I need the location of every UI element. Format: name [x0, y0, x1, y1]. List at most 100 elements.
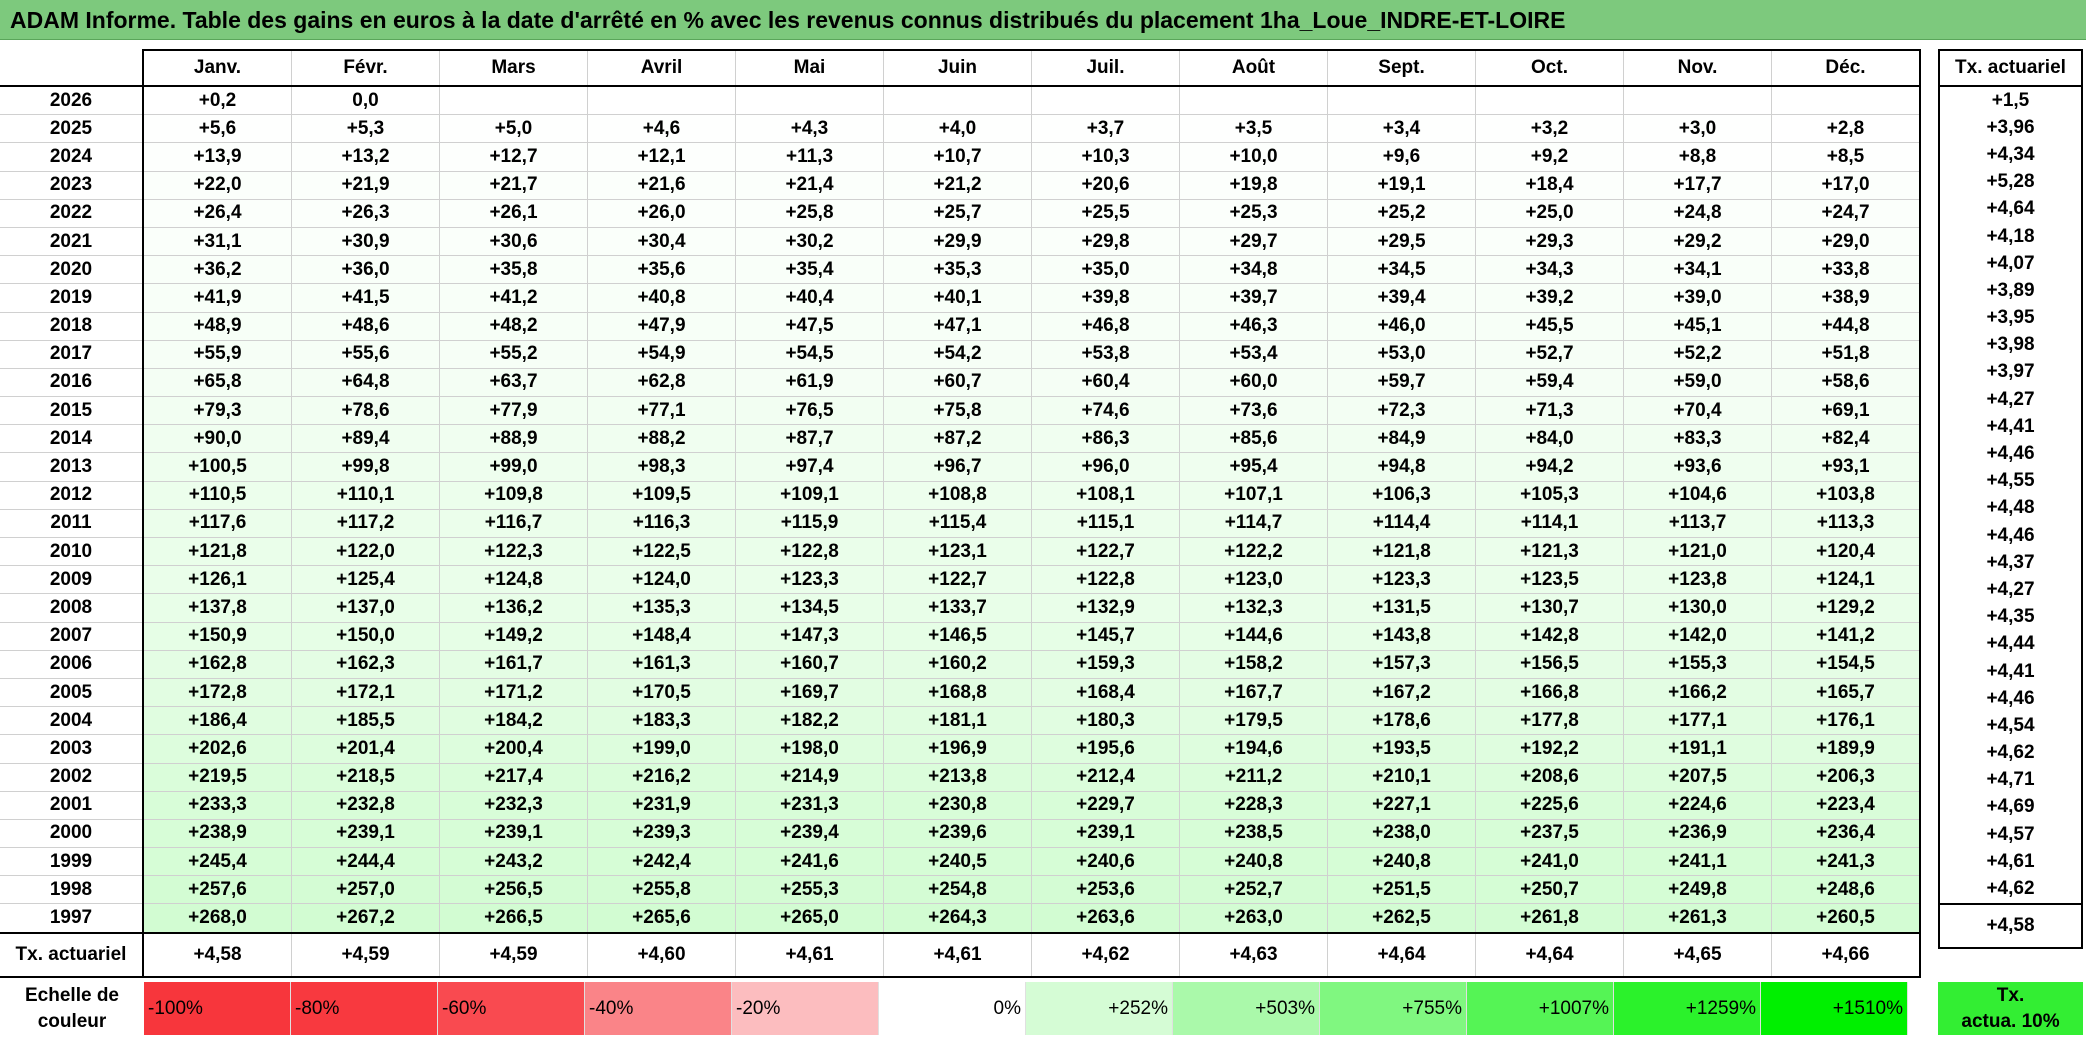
gain-cell: +78,6 [291, 396, 440, 426]
gain-cell: +94,2 [1475, 452, 1624, 482]
tx-cell: +4,55 [1938, 467, 2083, 495]
gain-cell: +129,2 [1771, 593, 1921, 623]
legend-swatch: +252% [1026, 982, 1173, 1035]
table-row: 2021 +31,1 +30,9 +30,6 +30,4 +30,2 +29,9 +29,8 +… [0, 226, 1921, 257]
year-cell: 2024 [0, 142, 144, 172]
gain-cell: +18,4 [1475, 170, 1624, 200]
gain-cell: +232,8 [291, 790, 440, 820]
gain-cell: +206,3 [1771, 762, 1921, 792]
gain-cell: +17,0 [1771, 170, 1921, 200]
gain-cell: +208,6 [1475, 762, 1624, 792]
gain-cell: +3,0 [1623, 114, 1772, 144]
gain-cell: +10,3 [1031, 142, 1180, 172]
gain-cell: +8,5 [1771, 142, 1921, 172]
gain-cell: +29,7 [1179, 226, 1328, 257]
gain-cell: +125,4 [291, 565, 440, 595]
gain-cell: +11,3 [735, 142, 884, 172]
gain-cell: +207,5 [1623, 762, 1772, 792]
gain-cell: +64,8 [291, 367, 440, 398]
gain-cell: +161,3 [587, 649, 736, 679]
gain-cell: +115,1 [1031, 508, 1180, 539]
gain-cell: +62,8 [587, 367, 736, 398]
footer-tx-cell: +4,59 [439, 931, 588, 978]
gain-cell: +250,7 [1475, 875, 1624, 905]
gain-cell: +54,5 [735, 339, 884, 369]
gain-cell: +31,1 [142, 226, 292, 257]
gain-cell: +186,4 [142, 706, 292, 736]
gain-cell: +254,8 [883, 875, 1032, 905]
gain-cell: +238,0 [1327, 818, 1476, 849]
gain-cell: +233,3 [142, 790, 292, 820]
table-row: 2020 +36,2 +36,0 +35,8 +35,6 +35,4 +35,3 +35,0 +… [0, 255, 1921, 285]
gain-cell: +46,3 [1179, 311, 1328, 341]
gain-cell: +225,6 [1475, 790, 1624, 820]
gain-cell: +223,4 [1771, 790, 1921, 820]
gain-cell: +150,9 [142, 621, 292, 651]
gain-cell: +266,5 [439, 903, 588, 934]
year-cell: 2013 [0, 452, 144, 482]
legend-label-line2: couleur [37, 1010, 107, 1032]
gain-cell: +130,0 [1623, 593, 1772, 623]
gain-cell: +202,6 [142, 734, 292, 764]
tx-cell: +4,07 [1938, 250, 2083, 278]
tx-cell: +4,46 [1938, 522, 2083, 550]
gain-cell: +19,8 [1179, 170, 1328, 200]
gain-cell: +167,2 [1327, 677, 1476, 708]
gain-cell: +73,6 [1179, 396, 1328, 426]
gain-cell: +77,1 [587, 396, 736, 426]
month-header: Sept. [1327, 49, 1476, 87]
year-cell: 2009 [0, 565, 144, 595]
gain-cell: +24,8 [1623, 198, 1772, 228]
year-cell: 2025 [0, 114, 144, 144]
gain-cell: +134,5 [735, 593, 884, 623]
gain-cell [735, 85, 884, 116]
gain-cell: +30,9 [291, 226, 440, 257]
legend-swatch: +1510% [1761, 982, 1908, 1035]
gain-cell: +200,4 [439, 734, 588, 764]
gain-cell: +117,6 [142, 508, 292, 539]
year-cell: 1997 [0, 903, 144, 934]
month-header: Nov. [1623, 49, 1772, 87]
gain-cell: +39,7 [1179, 283, 1328, 313]
gain-cell: +261,3 [1623, 903, 1772, 934]
gain-cell: +55,2 [439, 339, 588, 369]
gain-cell: +239,6 [883, 818, 1032, 849]
gain-cell: +41,5 [291, 283, 440, 313]
gain-cell: +58,6 [1771, 367, 1921, 398]
gain-cell: +95,4 [1179, 452, 1328, 482]
gain-cell: +97,4 [735, 452, 884, 482]
gain-cell: +172,8 [142, 677, 292, 708]
gain-cell: +241,1 [1623, 847, 1772, 877]
gain-cell: +263,6 [1031, 903, 1180, 934]
gain-cell [883, 85, 1032, 116]
gain-cell: +109,5 [587, 480, 736, 510]
gain-cell: +212,4 [1031, 762, 1180, 792]
year-cell: 2011 [0, 508, 144, 539]
gain-cell: +251,5 [1327, 875, 1476, 905]
gain-cell: +36,2 [142, 255, 292, 285]
gain-cell: +160,2 [883, 649, 1032, 679]
gain-cell: +249,8 [1623, 875, 1772, 905]
gain-cell: +25,0 [1475, 198, 1624, 228]
gain-cell: +9,2 [1475, 142, 1624, 172]
table-row: 2019 +41,9 +41,5 +41,2 +40,8 +40,4 +40,1 +39,8 +… [0, 283, 1921, 313]
gain-cell: +239,4 [735, 818, 884, 849]
gain-cell: +159,3 [1031, 649, 1180, 679]
gain-cell: +17,7 [1623, 170, 1772, 200]
legend-swatch: +503% [1173, 982, 1320, 1035]
gain-cell: +34,3 [1475, 255, 1624, 285]
gain-cell: +236,4 [1771, 818, 1921, 849]
tx-cell: +4,34 [1938, 141, 2083, 169]
table-row: 2013 +100,5 +99,8 +99,0 +98,3 +97,4 +96,7 +96,0… [0, 452, 1921, 482]
gain-cell: +199,0 [587, 734, 736, 764]
tx-total: +4,58 [1938, 902, 2083, 949]
tx-cell: +4,37 [1938, 549, 2083, 577]
table-row: 1999 +245,4 +244,4 +243,2 +242,4 +241,6 +240,5… [0, 847, 1921, 877]
gain-cell: +217,4 [439, 762, 588, 792]
gain-cell [1475, 85, 1624, 116]
gain-cell [1327, 85, 1476, 116]
table-row: 2016 +65,8 +64,8 +63,7 +62,8 +61,9 +60,7 +60,4 +… [0, 367, 1921, 398]
gain-cell: +261,8 [1475, 903, 1624, 934]
gain-cell: +109,1 [735, 480, 884, 510]
gain-cell: +131,5 [1327, 593, 1476, 623]
